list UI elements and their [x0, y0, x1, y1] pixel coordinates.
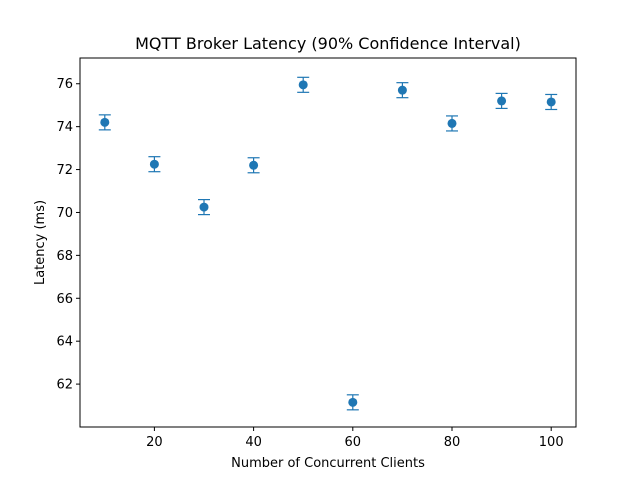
y-axis: 62 64 66 68 70 72 74 76 — [56, 77, 80, 393]
data-point-group — [346, 394, 359, 411]
data-point — [546, 97, 556, 107]
data-point-group — [446, 115, 458, 132]
data-point — [100, 117, 110, 127]
chart-title: MQTT Broker Latency (90% Confidence Inte… — [135, 34, 521, 53]
data-point-group — [247, 157, 260, 174]
y-tick-label: 62 — [56, 378, 73, 393]
data-point — [199, 202, 209, 212]
y-tick-label: 68 — [56, 249, 73, 264]
x-axis-label: Number of Concurrent Clients — [231, 456, 425, 471]
y-tick-label: 74 — [56, 120, 73, 135]
x-tick-label: 80 — [444, 435, 461, 450]
data-point-group — [198, 198, 210, 216]
y-tick-label: 64 — [56, 335, 73, 350]
axes-frame — [79, 57, 577, 428]
plot-area — [98, 76, 558, 411]
data-point — [348, 397, 358, 407]
x-tick-label: 40 — [245, 435, 262, 450]
y-tick-label: 70 — [56, 206, 73, 221]
data-point — [397, 85, 407, 95]
x-tick-label: 100 — [539, 435, 564, 450]
data-point — [497, 96, 507, 106]
data-point-group — [545, 93, 558, 111]
y-tick-label: 66 — [56, 292, 73, 307]
x-axis: 20 40 60 80 100 — [146, 427, 564, 450]
y-tick-label: 76 — [56, 77, 73, 92]
data-point-group — [297, 76, 310, 93]
x-tick-label: 20 — [146, 435, 163, 450]
data-point-group — [148, 156, 161, 173]
y-axis-label: Latency (ms) — [33, 200, 48, 285]
data-point — [249, 160, 259, 170]
data-point — [447, 118, 457, 128]
data-point — [149, 159, 159, 169]
data-point-group — [396, 82, 409, 99]
data-point — [298, 80, 308, 90]
y-tick-label: 72 — [56, 163, 73, 178]
x-tick-label: 60 — [345, 435, 362, 450]
data-point-group — [495, 92, 508, 110]
data-point-group — [98, 114, 111, 131]
